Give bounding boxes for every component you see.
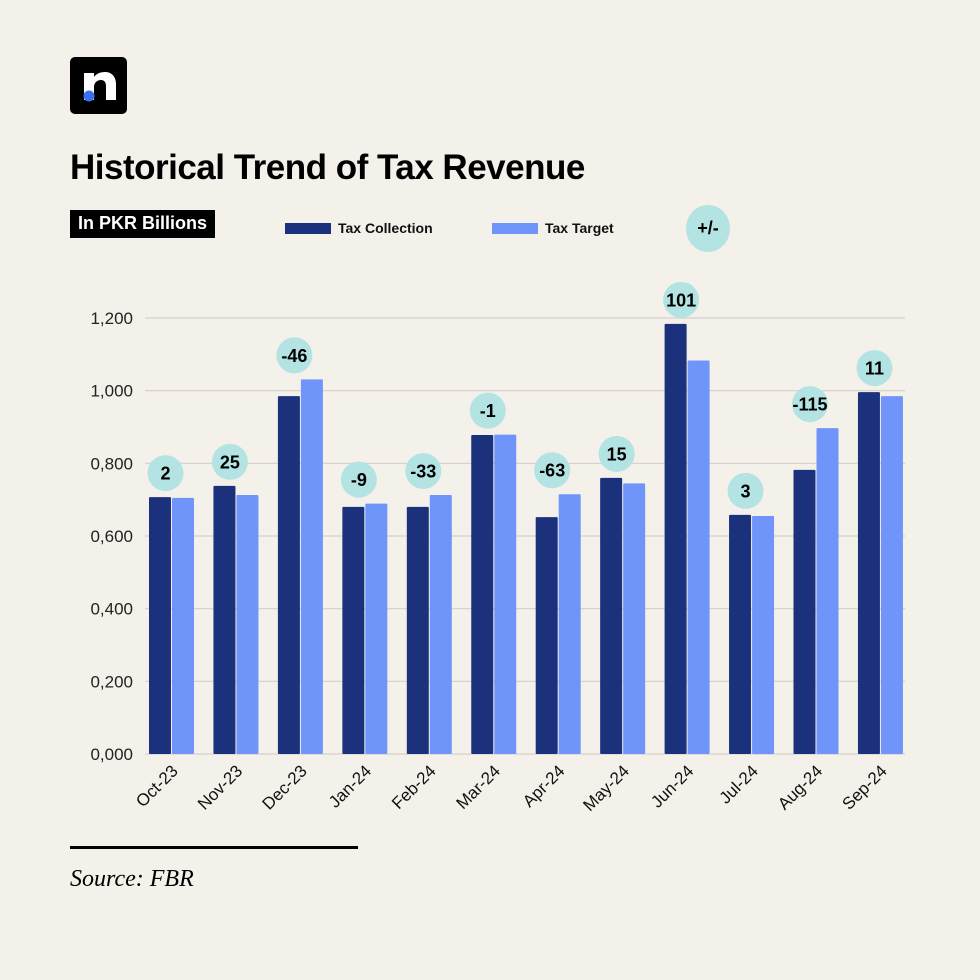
- bar-tax-target: [880, 396, 903, 754]
- x-tick-label: Sep-24: [839, 761, 891, 813]
- bar-tax-collection: [213, 485, 236, 754]
- bar-tax-collection: [535, 517, 558, 754]
- y-tick-label: 0,600: [90, 527, 133, 546]
- bar-tax-collection: [729, 514, 752, 754]
- difference-bubble: [663, 281, 700, 318]
- brand-logo: [70, 57, 127, 114]
- bar-tax-collection: [600, 477, 623, 754]
- difference-bubble: [405, 452, 442, 489]
- difference-bubble: [534, 452, 571, 489]
- difference-label: 101: [666, 290, 696, 310]
- difference-bubble: [147, 455, 184, 492]
- legend-label-tax-target: Tax Target: [545, 220, 614, 236]
- x-tick-label: Dec-23: [259, 761, 311, 813]
- x-tick-label: Feb-24: [388, 761, 440, 813]
- bar-tax-collection: [342, 506, 365, 754]
- difference-bubble: [276, 337, 313, 374]
- difference-label: -9: [351, 470, 367, 490]
- bar-tax-target: [365, 503, 388, 754]
- logo-n-icon: [83, 72, 116, 102]
- difference-label: -115: [792, 395, 827, 415]
- difference-bubble: [469, 392, 506, 429]
- y-tick-label: 0,200: [90, 672, 133, 691]
- source-divider: [70, 846, 358, 849]
- bar-tax-target: [687, 360, 710, 754]
- y-tick-label: 0,800: [90, 454, 133, 473]
- y-tick-label: 0,400: [90, 600, 133, 619]
- x-tick-label: Mar-24: [453, 761, 505, 813]
- bar-tax-target: [429, 494, 452, 754]
- bar-tax-target: [752, 516, 775, 754]
- bar-tax-target: [236, 494, 259, 754]
- x-tick-label: Jul-24: [716, 761, 762, 807]
- source-note: Source: FBR: [70, 866, 194, 892]
- x-tick-label: Jun-24: [647, 761, 697, 811]
- bar-tax-collection: [149, 497, 171, 754]
- bar-tax-collection: [664, 323, 687, 754]
- logo-dot: [83, 90, 95, 102]
- y-tick-label: 1,000: [90, 382, 133, 401]
- difference-legend-badge: +/-: [686, 205, 730, 252]
- difference-label: 25: [220, 452, 240, 472]
- bar-tax-collection: [857, 392, 880, 754]
- bars: [149, 323, 903, 754]
- chart-title: Historical Trend of Tax Revenue: [70, 148, 585, 187]
- difference-label: 11: [865, 359, 884, 379]
- difference-label: -33: [410, 461, 436, 481]
- difference-bubble: [598, 435, 635, 472]
- x-tick-label: Jan-24: [325, 761, 375, 811]
- bar-tax-target: [816, 428, 839, 754]
- x-tick-label: Nov-23: [194, 761, 246, 813]
- y-tick-label: 0,000: [90, 745, 133, 764]
- difference-label: 3: [741, 481, 751, 501]
- legend-item-tax-collection: Tax Collection: [285, 220, 433, 236]
- difference-label: -1: [480, 401, 496, 421]
- unit-label: In PKR Billions: [70, 210, 216, 238]
- difference-bubble: [211, 443, 248, 480]
- legend-item-tax-target: Tax Target: [492, 220, 614, 236]
- gridlines: [145, 317, 905, 755]
- bar-tax-collection: [793, 469, 816, 754]
- difference-bubble: [856, 350, 893, 387]
- bar-tax-target: [300, 379, 323, 754]
- legend-swatch-tax-target: [492, 222, 538, 234]
- bar-tax-target: [623, 483, 646, 754]
- x-tick-label: May-24: [579, 761, 633, 815]
- difference-bubble: [792, 386, 828, 423]
- bar-tax-collection: [277, 396, 300, 754]
- difference-bubble: [727, 472, 764, 509]
- bar-tax-target: [558, 494, 581, 754]
- y-tick-label: 1,200: [90, 309, 133, 328]
- x-tick-label: Aug-24: [774, 761, 826, 813]
- x-axis: Oct-23 Nov-23 Dec-23 Jan-24 Feb-24 Mar-24 Apr-…: [132, 761, 890, 815]
- x-tick-label: Apr-24: [519, 761, 569, 811]
- bar-tax-target: [494, 434, 517, 754]
- difference-label: 2: [160, 464, 170, 484]
- difference-label: -63: [539, 461, 565, 481]
- bar-tax-collection: [471, 434, 494, 754]
- difference-bubble: [340, 461, 377, 498]
- difference-label: 15: [607, 444, 627, 464]
- difference-bubbles: 2 25 -46 -9 -33 -1 -63 15 101 3 -115 11: [147, 281, 893, 509]
- legend-swatch-tax-collection: [285, 222, 331, 234]
- difference-label: -46: [281, 346, 307, 366]
- x-tick-label: Oct-23: [132, 761, 182, 811]
- legend-label-tax-collection: Tax Collection: [338, 220, 433, 236]
- bar-tax-target: [172, 497, 194, 754]
- y-axis: 0,000 0,200 0,400 0,600 0,800 1,000 1,200: [90, 309, 133, 764]
- bar-tax-collection: [406, 506, 429, 754]
